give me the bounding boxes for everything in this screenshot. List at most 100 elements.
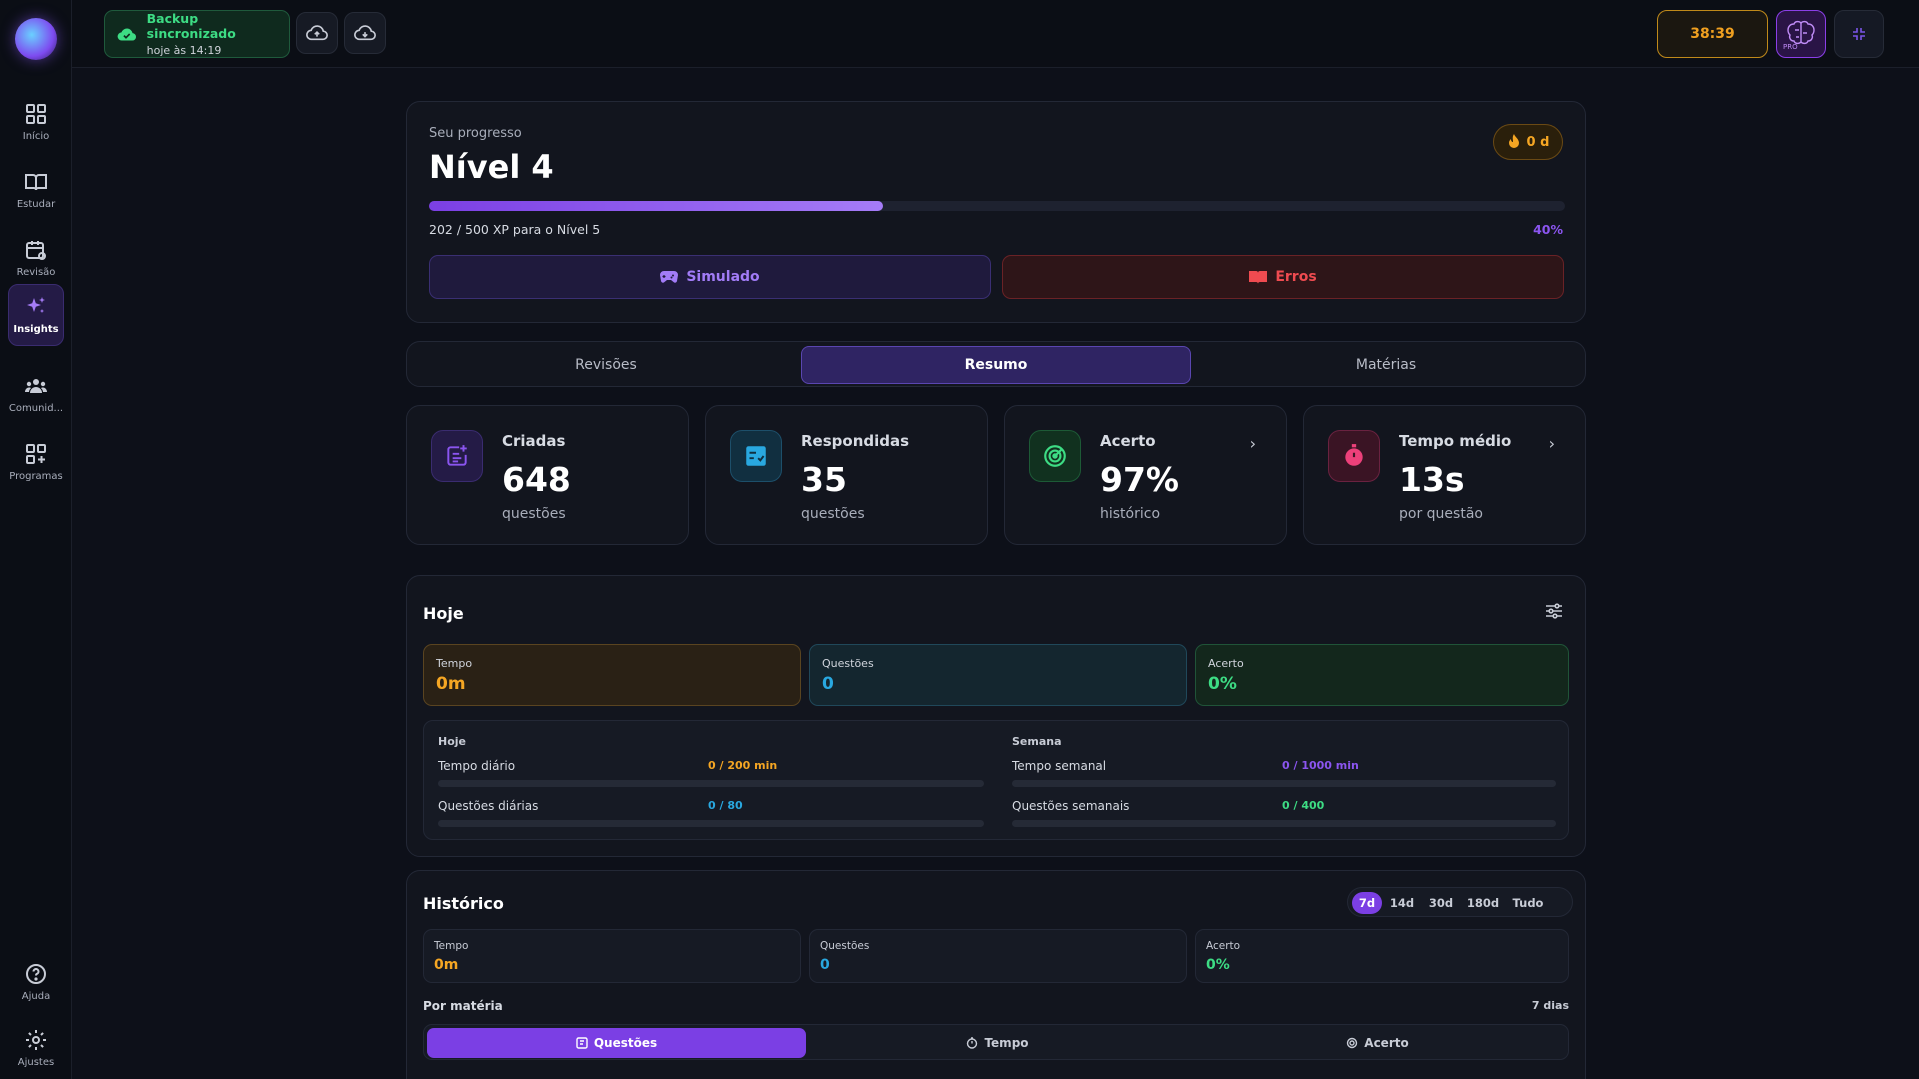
progress-card: Seu progresso Nível 4 0 d 202 / 500 XP p… bbox=[406, 101, 1586, 323]
mini-key: Questões bbox=[822, 657, 874, 670]
weekly-questions-label: Questões semanais bbox=[1012, 799, 1130, 813]
xp-text: 202 / 500 XP para o Nível 5 bbox=[429, 222, 601, 237]
tab-revisoes[interactable]: Revisões bbox=[575, 357, 637, 373]
sidebar-item-estudar[interactable]: Estudar bbox=[8, 160, 64, 220]
pro-badge-button[interactable]: PRO bbox=[1776, 10, 1826, 58]
stat-title: Acerto bbox=[1100, 432, 1156, 450]
tab-resumo[interactable]: Resumo bbox=[801, 346, 1191, 384]
cloud-check-icon bbox=[117, 28, 137, 41]
xp-progress-bar bbox=[429, 201, 1565, 211]
today-questions-card: Questões 0 bbox=[809, 644, 1187, 706]
tab-materias[interactable]: Matérias bbox=[1355, 357, 1417, 373]
daily-questions-label: Questões diárias bbox=[438, 799, 539, 813]
study-timer[interactable]: 38:39 bbox=[1657, 10, 1768, 58]
sparkles-icon bbox=[27, 297, 45, 313]
history-questions-card: Questões 0 bbox=[809, 929, 1187, 983]
stat-sub: por questão bbox=[1399, 506, 1483, 522]
stat-card-criadas: Criadas 648 questões bbox=[406, 405, 689, 545]
open-book-icon bbox=[25, 174, 47, 191]
sidebar-item-inicio[interactable]: Início bbox=[8, 92, 64, 152]
mini-key: Questões bbox=[820, 940, 870, 952]
sidebar-item-ajuda[interactable]: Ajuda bbox=[8, 952, 64, 1012]
brain-pro-icon bbox=[1787, 20, 1815, 45]
sidebar-item-label: Estudar bbox=[16, 199, 56, 210]
sidebar: Início Estudar Revisão Insights Comunid.… bbox=[0, 0, 72, 1079]
sidebar-item-label: Insights bbox=[13, 324, 59, 335]
cloud-download-button[interactable] bbox=[344, 12, 386, 54]
backup-status[interactable]: Backup sincronizado hoje às 14:19 bbox=[104, 10, 290, 58]
segment-label: Acerto bbox=[1364, 1036, 1409, 1050]
streak-badge[interactable]: 0 d bbox=[1493, 124, 1563, 160]
sidebar-item-comunidade[interactable]: Comunid... bbox=[8, 364, 64, 424]
history-time-card: Tempo 0m bbox=[423, 929, 801, 983]
streak-value: 0 d bbox=[1526, 134, 1550, 150]
daily-time-value: 0 / 200 min bbox=[708, 759, 778, 772]
brain-logo-icon[interactable] bbox=[15, 18, 57, 60]
mini-value: 0% bbox=[1206, 957, 1230, 973]
sidebar-item-label: Início bbox=[22, 131, 50, 142]
erros-button[interactable]: Erros bbox=[1002, 255, 1564, 299]
users-icon bbox=[25, 379, 47, 393]
mini-key: Acerto bbox=[1206, 940, 1241, 952]
stat-title: Respondidas bbox=[801, 432, 910, 450]
sidebar-item-label: Ajuda bbox=[21, 991, 51, 1002]
chevron-right-icon: › bbox=[1548, 434, 1555, 453]
mini-value: 0 bbox=[820, 957, 830, 973]
sidebar-item-programas[interactable]: Programas bbox=[8, 432, 64, 492]
stat-value: 97% bbox=[1100, 460, 1179, 499]
by-subject-label: Por matéria bbox=[423, 999, 503, 1013]
stat-card-acerto[interactable]: Acerto › 97% histórico bbox=[1004, 405, 1287, 545]
sidebar-item-revisao[interactable]: Revisão bbox=[8, 228, 64, 288]
daily-time-label: Tempo diário bbox=[438, 759, 516, 773]
mini-key: Tempo bbox=[436, 657, 473, 670]
sidebar-item-label: Revisão bbox=[16, 267, 56, 278]
stat-title: Criadas bbox=[502, 432, 566, 450]
segment-label: Questões bbox=[593, 1036, 658, 1050]
stat-value: 35 bbox=[801, 460, 847, 499]
range-7d[interactable]: 7d bbox=[1352, 892, 1382, 914]
segment-questoes[interactable]: Questões bbox=[427, 1028, 806, 1058]
today-accuracy-card: Acerto 0% bbox=[1195, 644, 1569, 706]
weekly-time-label: Tempo semanal bbox=[1012, 759, 1107, 773]
weekly-questions-value: 0 / 400 bbox=[1282, 799, 1325, 812]
chevron-right-icon: › bbox=[1249, 434, 1256, 453]
progress-subtitle: Seu progresso bbox=[429, 126, 522, 141]
cloud-upload-button[interactable] bbox=[296, 12, 338, 54]
backup-time: hoje às 14:19 bbox=[146, 44, 222, 57]
exit-fullscreen-button[interactable] bbox=[1834, 10, 1884, 58]
history-title: Histórico bbox=[423, 894, 504, 913]
sidebar-item-ajustes[interactable]: Ajustes bbox=[8, 1018, 64, 1078]
segment-tempo[interactable]: Tempo bbox=[808, 1028, 1187, 1058]
stat-card-tempo-medio[interactable]: Tempo médio › 13s por questão bbox=[1303, 405, 1586, 545]
checklist-icon bbox=[730, 430, 782, 482]
range-14d[interactable]: 14d bbox=[1389, 896, 1415, 910]
stat-card-respondidas: Respondidas 35 questões bbox=[705, 405, 988, 545]
range-180d[interactable]: 180d bbox=[1466, 896, 1500, 910]
range-30d[interactable]: 30d bbox=[1428, 896, 1454, 910]
range-tudo[interactable]: Tudo bbox=[1512, 896, 1544, 910]
mini-value: 0m bbox=[434, 957, 459, 973]
sidebar-item-label: Programas bbox=[9, 471, 63, 482]
xp-percent: 40% bbox=[1533, 222, 1563, 237]
book-square-icon bbox=[576, 1037, 588, 1049]
sidebar-item-insights[interactable]: Insights bbox=[8, 284, 64, 346]
sidebar-item-label: Ajustes bbox=[17, 1057, 55, 1068]
sliders-icon[interactable] bbox=[1545, 603, 1563, 619]
gamepad-icon bbox=[660, 271, 679, 283]
stat-sub: histórico bbox=[1100, 506, 1161, 522]
stat-title: Tempo médio bbox=[1399, 432, 1512, 450]
history-accuracy-card: Acerto 0% bbox=[1195, 929, 1569, 983]
daily-questions-bar bbox=[438, 820, 984, 827]
goals-panel: Hoje Tempo diário 0 / 200 min Questões d… bbox=[423, 720, 1569, 840]
weekly-time-value: 0 / 1000 min bbox=[1282, 759, 1359, 772]
subject-metric-segment: Questões Tempo Acerto bbox=[423, 1024, 1569, 1060]
level-title: Nível 4 bbox=[429, 148, 554, 186]
simulado-label: Simulado bbox=[686, 269, 760, 285]
mini-value: 0 bbox=[822, 674, 834, 694]
tabs-bar: Revisões Resumo Matérias bbox=[406, 341, 1586, 387]
pro-label: PRO bbox=[1783, 43, 1798, 51]
note-add-icon bbox=[431, 430, 483, 482]
daily-time-bar bbox=[438, 780, 984, 787]
simulado-button[interactable]: Simulado bbox=[429, 255, 991, 299]
segment-acerto[interactable]: Acerto bbox=[1188, 1028, 1567, 1058]
